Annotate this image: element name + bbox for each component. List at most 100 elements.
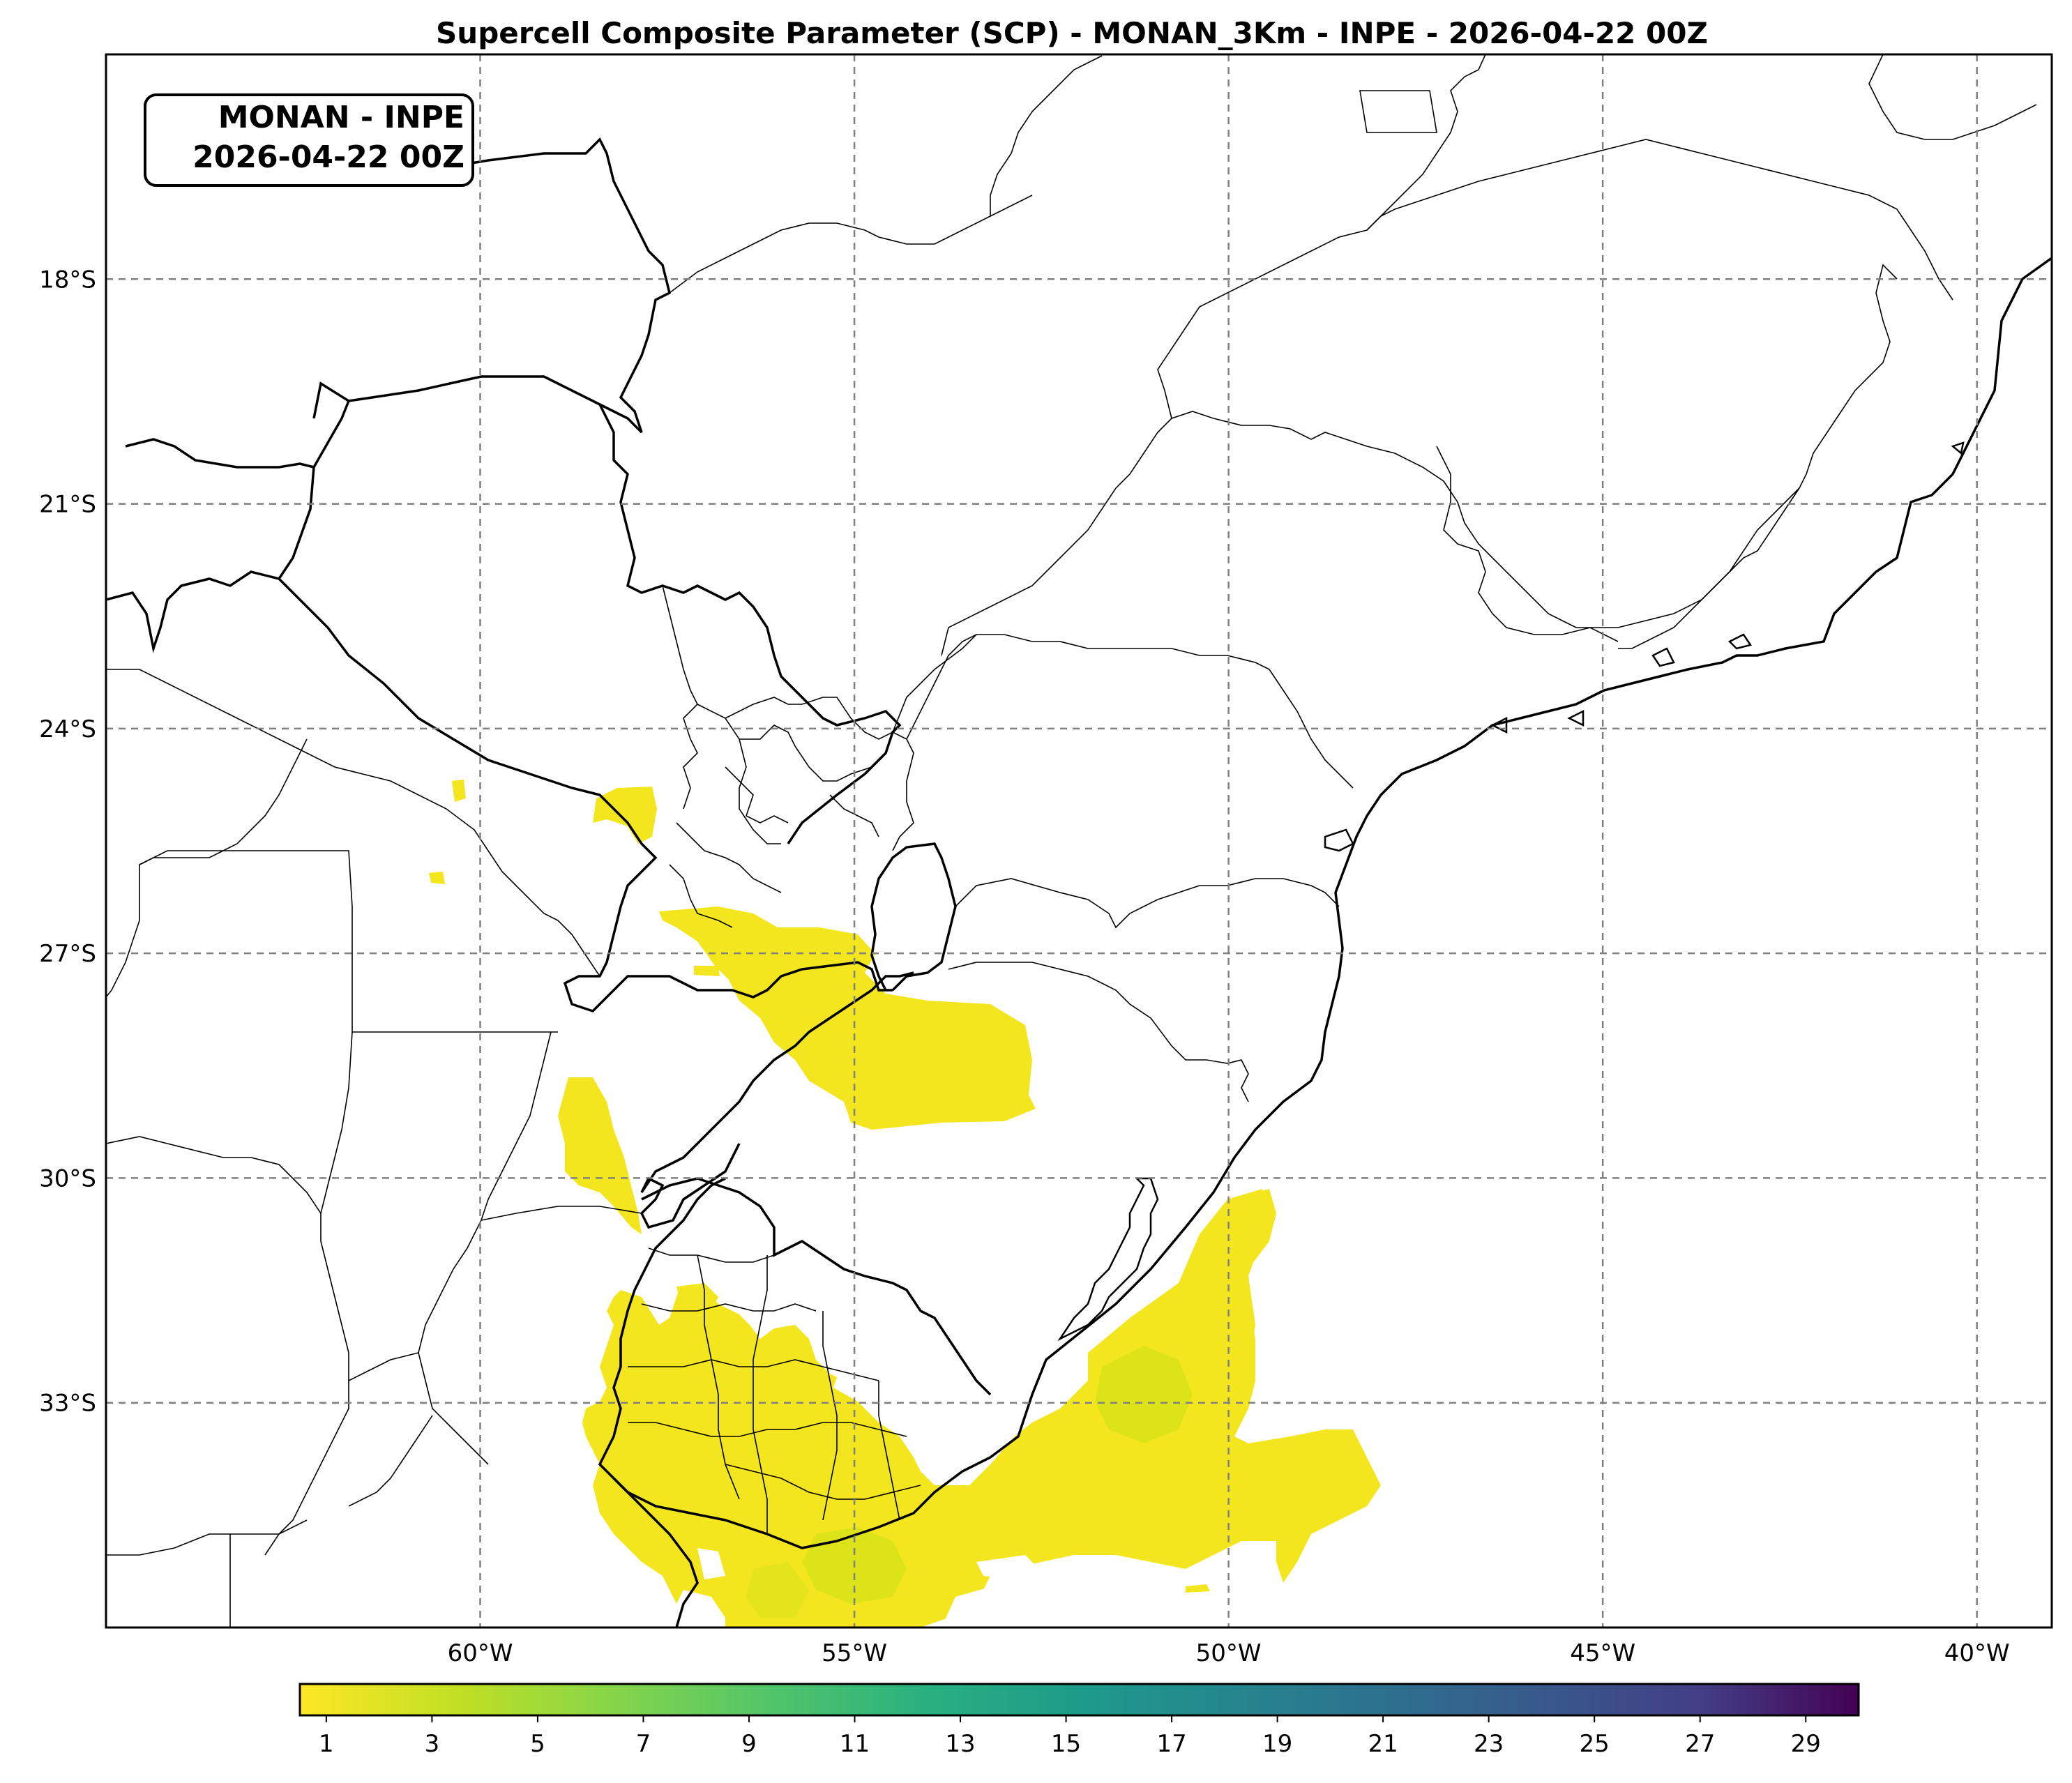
scp-area-misiones-small — [694, 966, 720, 976]
atlantic-coastline — [836, 257, 2052, 1542]
state-line — [481, 1206, 642, 1221]
coastal-detail — [1727, 633, 1753, 650]
state-line — [106, 1136, 322, 1214]
lon-tick-label: 55°W — [822, 1639, 887, 1667]
scp-area-south-core2 — [746, 1562, 809, 1618]
state-line — [892, 634, 977, 733]
state-line — [348, 1352, 419, 1381]
scp-area-paraguay-small — [452, 780, 466, 802]
state-line — [418, 1031, 552, 1465]
state-line — [955, 878, 1340, 929]
state-line — [1618, 487, 1800, 649]
state-line — [1359, 90, 1437, 133]
state-line — [822, 1311, 838, 1521]
state-line — [697, 1254, 740, 1500]
state-line — [941, 411, 1368, 656]
state-line — [106, 669, 600, 977]
colorbar-gradient — [298, 1683, 1860, 1717]
state-line — [106, 1533, 231, 1628]
state-line — [725, 697, 907, 740]
gridlines — [106, 54, 2052, 1628]
colorbar-tick-label: 9 — [741, 1730, 757, 1758]
coastal-detail — [1651, 647, 1675, 667]
state-line — [1799, 264, 1898, 489]
state-line — [628, 1422, 907, 1437]
uruguay-river-border — [640, 971, 914, 1193]
state-line — [106, 738, 308, 998]
colorbar-tick-label: 7 — [636, 1730, 651, 1758]
colorbar: 1 3 5 7 9 11 13 15 17 19 21 23 25 27 29 — [298, 1683, 1860, 1758]
bolivia-border — [446, 137, 672, 434]
longitude-labels: 60°W 55°W 50°W 45°W 40°W — [448, 1639, 2010, 1667]
state-line — [648, 1247, 775, 1263]
scp-contour-fills — [429, 780, 1381, 1628]
colorbar-tick-label: 29 — [1791, 1730, 1821, 1758]
state-lines — [106, 54, 2037, 1628]
lat-tick-label: 21°S — [39, 491, 96, 519]
state-line — [676, 822, 782, 893]
model-badge: MONAN - INPE 2026-04-22 00Z — [144, 93, 474, 187]
state-line — [948, 962, 1249, 1102]
state-line — [139, 850, 558, 1033]
state-line — [753, 1255, 768, 1534]
state-line — [1436, 446, 1800, 635]
state-line — [669, 195, 1033, 294]
coastal-detail — [1567, 709, 1585, 727]
state-line — [739, 738, 781, 844]
scp-gap-1 — [942, 1583, 1032, 1628]
state-line — [662, 585, 698, 810]
scp-gap-3 — [697, 1548, 725, 1579]
colorbar-tick-label: 17 — [1156, 1730, 1186, 1758]
model-badge-box — [144, 93, 474, 187]
state-line — [1366, 54, 1486, 231]
scp-gap-2 — [976, 1555, 1039, 1579]
colorbar-tick-label: 5 — [530, 1730, 545, 1758]
state-line — [1157, 139, 1953, 419]
state-line — [794, 745, 872, 782]
lagoa-dos-patos — [1057, 1177, 1159, 1342]
latitude-labels: 18°S 21°S 24°S 27°S 30°S 33°S — [39, 266, 96, 1417]
rio-de-la-plata — [598, 1177, 838, 1549]
colorbar-tick-label: 23 — [1474, 1730, 1504, 1758]
argentina-coast-south — [612, 1477, 699, 1628]
state-line — [697, 704, 796, 747]
misiones-border — [870, 842, 957, 992]
colorbar-tick-label: 3 — [425, 1730, 440, 1758]
scp-area-sea-small — [1186, 1584, 1210, 1593]
state-line — [264, 1031, 353, 1556]
coastal-detail — [1324, 828, 1354, 852]
state-line — [829, 794, 879, 837]
state-line — [230, 1519, 308, 1535]
state-line — [1366, 446, 1619, 642]
scp-area-uruguay-north — [676, 1283, 718, 1311]
scp-area-uruguay — [582, 1189, 1381, 1628]
scp-area-chaco-small — [429, 872, 445, 884]
model-badge-line2: 2026-04-22 00Z — [192, 139, 464, 175]
coastal-detail — [1951, 441, 1965, 455]
state-line — [906, 634, 1354, 789]
lat-tick-label: 18°S — [39, 266, 96, 294]
colorbar-ticks: 1 3 5 7 9 11 13 15 17 19 21 23 25 27 29 — [319, 1715, 1821, 1758]
state-line — [641, 1303, 817, 1312]
bolivia-paraguay-border — [278, 375, 600, 579]
colorbar-tick-label: 13 — [945, 1730, 975, 1758]
scp-area-paraguay — [593, 787, 657, 844]
colorbar-tick-label: 27 — [1685, 1730, 1715, 1758]
lat-tick-label: 24°S — [39, 715, 96, 743]
colorbar-tick-label: 25 — [1580, 1730, 1610, 1758]
colorbar-tick-label: 15 — [1051, 1730, 1081, 1758]
state-line — [725, 1464, 921, 1500]
lon-tick-label: 45°W — [1570, 1639, 1635, 1667]
lat-tick-label: 27°S — [39, 940, 96, 968]
lat-tick-label: 30°S — [39, 1164, 96, 1192]
scp-area-misiones — [659, 906, 1036, 1130]
lat-tick-label: 33°S — [39, 1390, 96, 1418]
state-line — [1868, 54, 2037, 140]
bolivia-paraguay-west — [106, 570, 280, 653]
model-badge-line1: MONAN - INPE — [218, 100, 464, 135]
political-boundaries — [106, 54, 2052, 1628]
uruguay-border — [640, 1143, 741, 1229]
map-title: Supercell Composite Parameter (SCP) - MO… — [436, 16, 1708, 50]
map-frame — [105, 53, 2053, 1629]
